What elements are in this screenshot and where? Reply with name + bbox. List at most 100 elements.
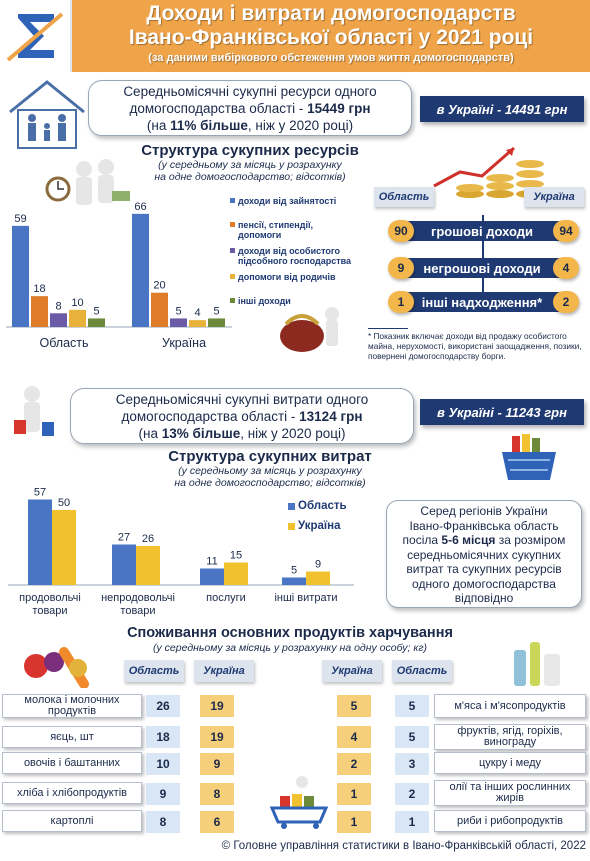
legend-item: Область — [288, 500, 347, 512]
chart-bar — [69, 309, 86, 327]
resources-line2-text: домогосподарства області - — [129, 101, 308, 116]
ranking-place: 5-6 місця — [441, 533, 496, 547]
food-item-label: хліба і хлібопродуктів — [2, 782, 142, 804]
resources-group-ukraine: Україна — [161, 336, 207, 350]
chart-bar — [282, 577, 306, 585]
food-value-ukraine: 19 — [200, 726, 234, 748]
expenses-line3: (на 13% більше, ніж у 2020 році) — [71, 425, 413, 442]
vegetables-icon — [24, 647, 89, 688]
shopper-figure-icon — [14, 386, 54, 436]
legend-swatch — [230, 274, 235, 279]
chart-data-label: 59 — [14, 213, 26, 225]
resources-structure-sub1: (у середньому за місяць у розрахунку — [158, 159, 342, 171]
legend-swatch — [288, 522, 295, 530]
chart-data-label: 4 — [194, 307, 200, 319]
expense-category-line: продовольчі — [19, 592, 81, 604]
food-value-region: 5 — [395, 726, 429, 748]
legend-item: допомоги від родичів — [230, 272, 365, 282]
income-row-bar: негрошові доходи — [398, 258, 566, 278]
expenses-structure-sub1: (у середньому за місяць у розрахунку — [178, 465, 362, 477]
chart-bar — [151, 292, 168, 327]
food-value-region: 26 — [146, 695, 180, 717]
chart-data-label: 57 — [34, 487, 46, 499]
legend-label: Україна — [298, 520, 341, 532]
income-footnote: * Показник включає доходи від продажу ос… — [368, 331, 582, 361]
income-connector — [482, 215, 484, 295]
food-value-ukraine: 2 — [337, 753, 371, 775]
footer-copyright: © Головне управління статистики в Івано-… — [221, 840, 586, 852]
ranking-line: середньомісячних сукупних — [407, 547, 561, 562]
resources-line1: Середньомісячні сукупні ресурси одного — [123, 84, 377, 99]
chart-bar — [170, 318, 187, 327]
resources-growth: 11% більше — [170, 118, 248, 133]
legend-swatch — [288, 502, 295, 510]
legend-item: доходи від зайнятості — [230, 196, 365, 206]
income-row-bar: інші надходження* — [398, 292, 566, 312]
chart-data-label: 27 — [118, 532, 130, 544]
expense-category-line: товари — [32, 605, 68, 617]
food-subtitle: (у середньому за місяць у розрахунку на … — [153, 642, 427, 654]
shopping-cart-icon — [269, 776, 329, 829]
chart-data-label: 5 — [213, 305, 219, 317]
food-header-region-right: Область — [392, 660, 452, 682]
chart-bar — [224, 562, 248, 585]
food-item-label: риби і рибопродуктів — [434, 810, 586, 832]
ranking-line: витрат та сукупних ресурсів — [406, 562, 562, 576]
chart-bar — [50, 313, 67, 327]
expenses-chart: 57 50 27 26 11 15 5 9 — [8, 487, 354, 586]
resources-ukraine-pill: в Україні - 14491 грн — [420, 96, 584, 122]
ranking-line: посіла 5-6 місця за розміром — [387, 533, 581, 548]
expense-category-line: послуги — [206, 592, 246, 604]
food-value-region: 2 — [395, 783, 429, 805]
expense-category-label: інші витрати — [266, 592, 346, 605]
food-item-label: овочів і баштанних — [2, 752, 142, 774]
chart-data-label: 11 — [206, 556, 217, 568]
legend-swatch — [230, 222, 235, 227]
chart-bar — [52, 510, 76, 585]
chart-data-label: 5 — [93, 305, 99, 317]
food-header-ukraine-left: Україна — [194, 660, 254, 682]
shopping-basket-icon — [502, 434, 556, 480]
food-item-label: картоплі — [2, 810, 142, 832]
expenses-line2: домогосподарства області - 13124 грн — [71, 408, 413, 425]
ranking-note: Серед регіонів України Івано-Франківська… — [386, 500, 582, 608]
chart-bar — [189, 320, 206, 327]
bottles-icon — [514, 642, 560, 686]
food-item-label: олії та інших рослинних жирів — [434, 780, 586, 806]
food-value-region: 1 — [395, 811, 429, 833]
legend-item: інші доходи — [230, 296, 365, 306]
legend-swatch — [230, 298, 235, 303]
food-item-label: м'яса і м'ясопродуктів — [434, 694, 586, 718]
chart-bar — [132, 213, 149, 327]
expenses-line2-text: домогосподарства області - — [121, 409, 300, 424]
expense-category-line: непродовольчі — [101, 592, 175, 604]
income-header-region: Область — [374, 187, 434, 207]
resources-group-region: Область — [39, 336, 89, 350]
chart-bar — [136, 546, 160, 585]
resources-line3-pre: (на — [146, 118, 171, 133]
expenses-line3-post: , ніж у 2020 році) — [240, 426, 346, 441]
chart-data-label: 5 — [291, 565, 297, 577]
food-title: Споживання основних продуктів харчування — [127, 625, 453, 641]
resources-line2: домогосподарства області - 15449 грн — [89, 100, 411, 117]
income-region-value: 9 — [388, 257, 414, 279]
chart-bar — [112, 544, 136, 585]
ranking-line: відповідно — [454, 591, 514, 605]
food-value-ukraine: 5 — [337, 695, 371, 717]
income-region-value: 1 — [388, 291, 414, 313]
food-value-ukraine: 9 — [200, 753, 234, 775]
expenses-ukraine-pill: в Україні - 11243 грн — [420, 399, 584, 425]
footnote-rule — [368, 328, 408, 329]
expenses-bubble: Середньомісячні сукупні витрати одного д… — [70, 388, 414, 444]
resources-ukraine-value: 14491 грн — [504, 101, 568, 117]
legend-label: доходи від зайнятості — [238, 196, 337, 206]
resources-value: 15449 грн — [307, 101, 371, 116]
food-value-region: 3 — [395, 753, 429, 775]
page-subtitle: (за даними вибіркового обстеження умов ж… — [148, 52, 514, 64]
income-ukraine-value: 94 — [553, 220, 579, 242]
expenses-structure-sub2: на одне домогосподарство; відсотків) — [174, 477, 366, 489]
legend-swatch — [230, 248, 235, 253]
chart-data-label: 10 — [71, 297, 83, 309]
expenses-growth: 13% більше — [161, 426, 241, 441]
expenses-ukraine-value: 11243 грн — [505, 404, 567, 420]
